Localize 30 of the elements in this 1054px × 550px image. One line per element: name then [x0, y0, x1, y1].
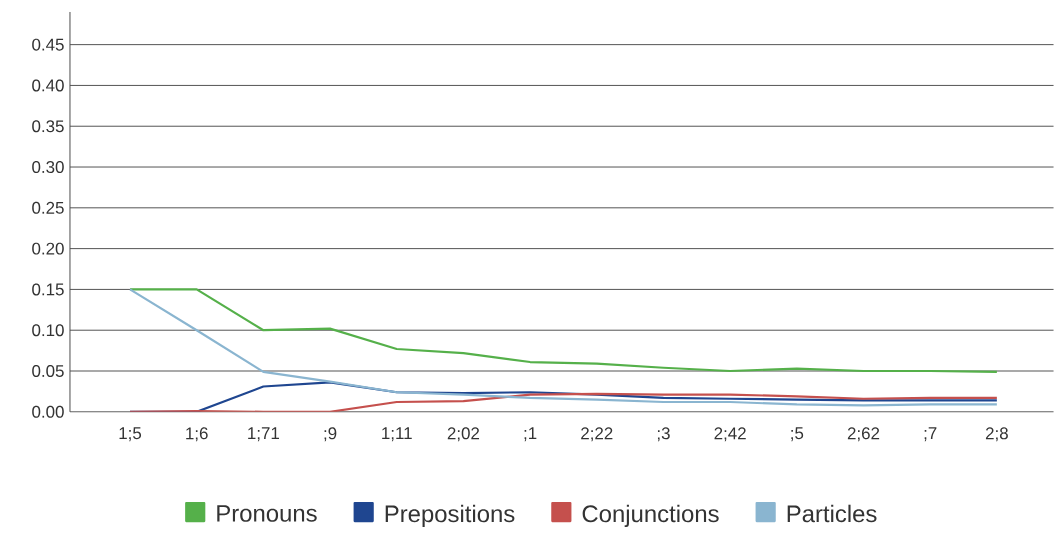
x-tick-label: ;7 — [924, 427, 937, 442]
x-tick-label: ;5 — [791, 427, 804, 442]
x-tick-label: 1;71 — [248, 427, 280, 442]
x-tick-label: 2;22 — [581, 427, 613, 442]
x-tick-label: ;1 — [524, 427, 537, 442]
y-tick-label: 0.05 — [32, 365, 64, 378]
x-tick-label: 2;8 — [985, 427, 1008, 442]
y-tick-label: 0.35 — [32, 120, 64, 133]
x-tick-label: 1;6 — [186, 427, 208, 442]
x-tick-label: 2;02 — [447, 427, 480, 442]
y-tick-label: 0.20 — [32, 242, 64, 255]
legend-label: Particles — [787, 504, 877, 523]
y-tick-label: 0.00 — [32, 405, 64, 418]
legend-label: Conjunctions — [582, 504, 719, 528]
y-tick-label: 0.25 — [32, 201, 64, 214]
x-tick-label: ;3 — [657, 427, 670, 442]
x-tick-label: 1;11 — [382, 427, 412, 442]
x-tick-label: 2;42 — [714, 427, 746, 442]
y-tick-label: 0.15 — [32, 283, 64, 296]
legend-label: Prepositions — [385, 504, 515, 528]
y-tick-label: 0.10 — [32, 324, 64, 337]
line-series — [128, 288, 998, 374]
line-series — [128, 288, 998, 407]
y-tick-label: 0.40 — [32, 79, 64, 92]
x-tick-label: 1;5 — [119, 427, 142, 442]
legend-label: Pronouns — [217, 505, 317, 522]
y-tick-label: 0.45 — [32, 38, 64, 51]
x-tick-label: 2;62 — [847, 427, 880, 442]
y-tick-label: 0.30 — [32, 161, 64, 174]
x-tick-label: ;9 — [324, 427, 337, 442]
